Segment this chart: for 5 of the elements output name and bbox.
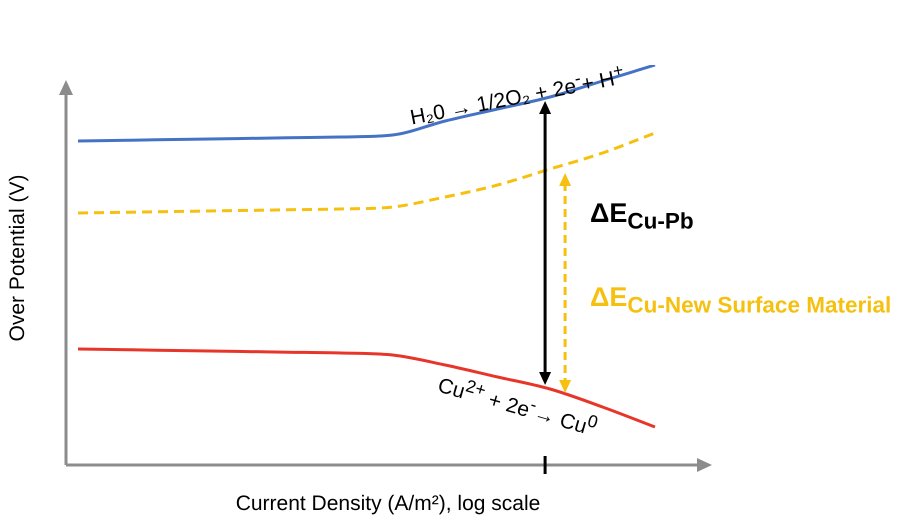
- annotation: ΔE$_{Cu-Pb}$: [590, 198, 694, 234]
- annotation: ΔE$_{Cu-New Surface Material}$: [590, 282, 892, 318]
- y-axis-title: Over Potential (V): [6, 174, 30, 342]
- annotation: H₂0 → 1/2O₂ + 2e$^{-}$+ H$^{+}$: [407, 59, 626, 131]
- x-axis-title: Current Density (A/m²), log scale: [234, 492, 542, 516]
